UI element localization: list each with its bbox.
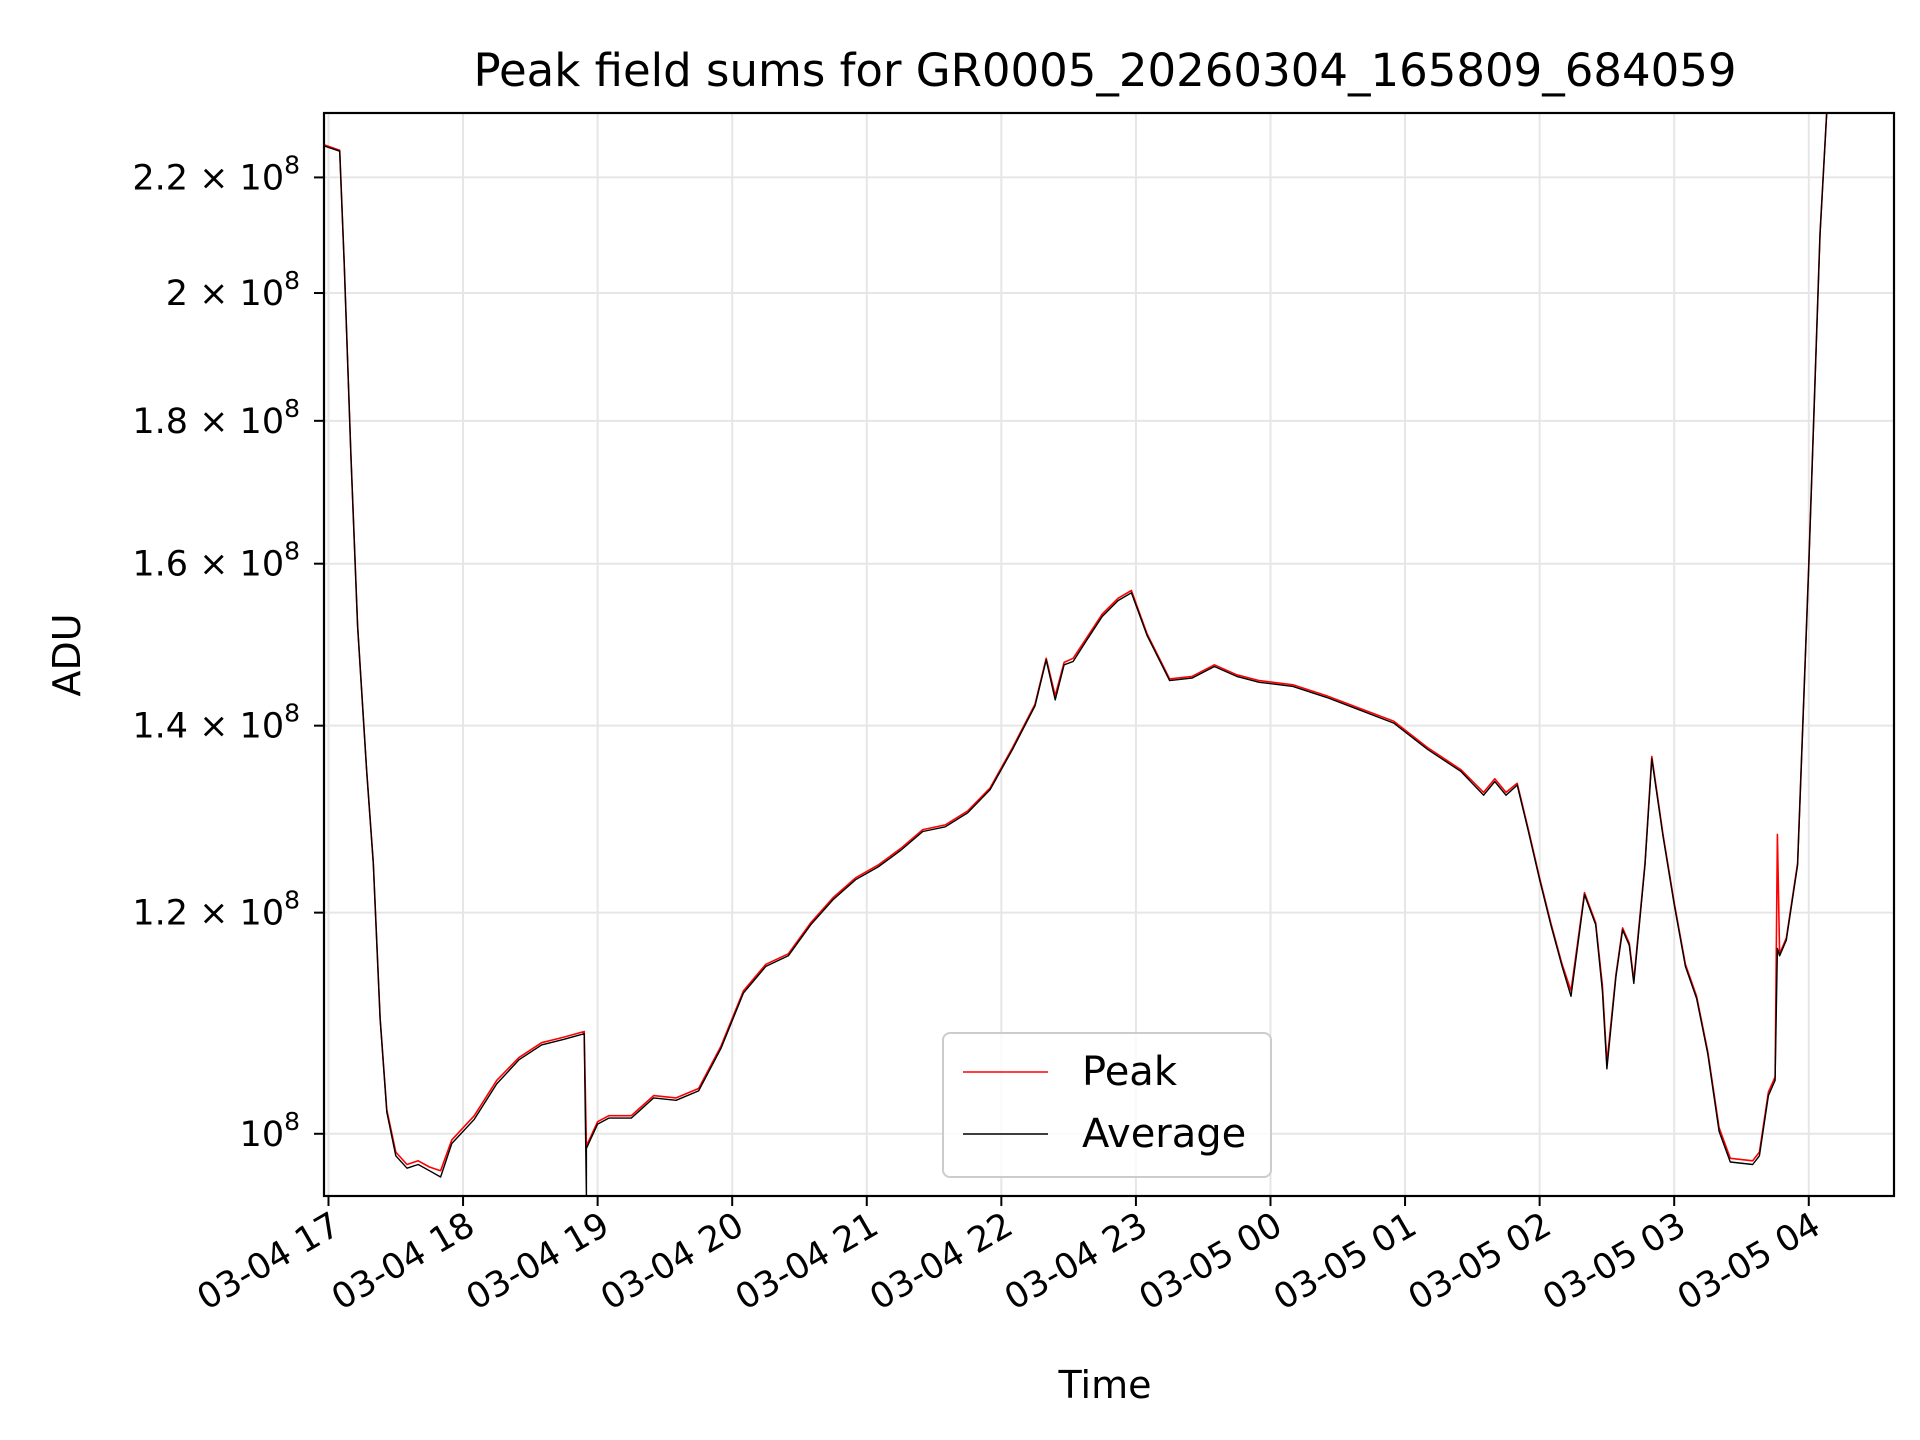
legend: Peak Average (942, 1032, 1272, 1178)
x-tick-label: 03-04 18 (325, 1205, 481, 1318)
x-tick-label: 03-04 20 (594, 1205, 750, 1318)
legend-label-average: Average (1082, 1111, 1246, 1157)
x-tick-label: 03-04 23 (998, 1205, 1154, 1318)
x-tick-label: 03-04 21 (729, 1205, 885, 1318)
legend-box (942, 1032, 1272, 1178)
y-tick-label: 108 (240, 1107, 300, 1155)
plot-area (322, 111, 1896, 1198)
series-line-peak (324, 113, 1828, 1172)
x-tick-label: 03-04 22 (864, 1205, 1020, 1318)
legend-label-peak: Peak (1082, 1049, 1178, 1095)
y-tick-label: 1.6 × 108 (132, 537, 300, 585)
y-tick-label: 2 × 108 (166, 266, 300, 314)
series-layer (324, 113, 1828, 1196)
y-tick-label: 1.4 × 108 (132, 699, 300, 747)
y-axis-label: ADU (45, 613, 89, 696)
y-axis: 108 1.2 × 108 1.4 × 108 1.6 × 108 1.8 × 108 2… (132, 150, 324, 1155)
x-tick-label: 03-05 02 (1402, 1205, 1558, 1318)
y-tick-label: 2.2 × 108 (132, 150, 300, 198)
x-axis-label: Time (1058, 1363, 1152, 1407)
x-tick-label: 03-04 19 (460, 1205, 616, 1318)
x-tick-label: 03-05 03 (1536, 1205, 1692, 1318)
series-line-average (324, 113, 1828, 1196)
x-tick-label: 03-05 01 (1267, 1205, 1423, 1318)
chart-title: Peak field sums for GR0005_20260304_1658… (473, 44, 1736, 97)
x-tick-label: 03-05 04 (1671, 1205, 1827, 1318)
x-tick-label: 03-05 00 (1133, 1205, 1289, 1318)
y-tick-label: 1.2 × 108 (132, 886, 300, 934)
x-tick-label: 03-04 17 (191, 1205, 347, 1318)
y-tick-label: 1.8 × 108 (132, 394, 300, 442)
